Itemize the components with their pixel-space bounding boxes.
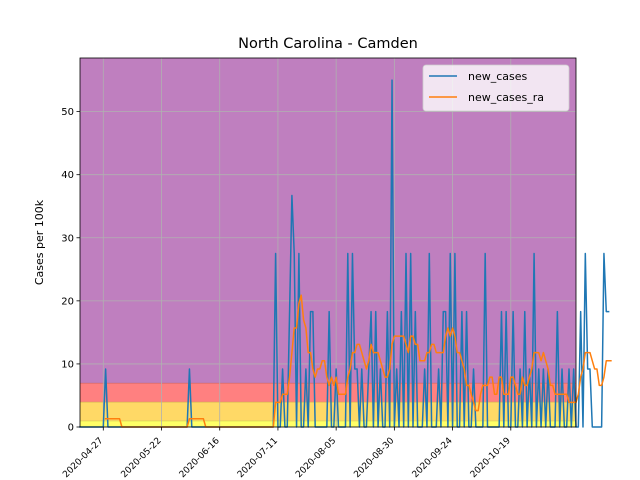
plot-frame [79, 57, 577, 428]
series-line-new-cases-ra [104, 294, 612, 428]
x-tick-label-7: 2020-10-19 [469, 436, 513, 480]
x-tick-label-3: 2020-07-11 [236, 436, 280, 480]
risk-band-0 [80, 420, 576, 427]
y-axis: 0 10 20 30 40 50 [61, 107, 80, 434]
x-tick-label-6: 2020-09-24 [411, 436, 455, 480]
y-tick-label-0: 0 [68, 423, 74, 434]
x-tick-label-4: 2020-08-05 [294, 436, 338, 480]
y-tick-label-1: 10 [61, 359, 74, 370]
y-tick-label-2: 20 [61, 296, 74, 307]
legend-box [422, 64, 570, 112]
y-tick-label-4: 40 [61, 170, 74, 181]
x-tick-label-2: 2020-06-16 [178, 436, 222, 480]
grid [80, 58, 576, 428]
y-axis-label: Cases per 100k [33, 199, 46, 285]
y-tick-label-3: 30 [61, 233, 74, 244]
x-tick-label-5: 2020-08-30 [352, 436, 396, 480]
legend: new_cases new_cases_ra [422, 64, 570, 112]
y-tick-label-5: 50 [61, 107, 74, 118]
legend-label-new-cases-ra: new_cases_ra [468, 91, 544, 104]
x-tick-label-0: 2020-04-27 [61, 436, 105, 480]
risk-band-3 [80, 58, 576, 383]
x-axis: 2020-04-27 2020-05-22 2020-06-16 2020-07-11… [61, 427, 513, 480]
legend-label-new-cases: new_cases [468, 70, 528, 83]
x-tick-label-1: 2020-05-22 [120, 436, 164, 480]
chart-title: North Carolina - Camden [238, 36, 418, 52]
